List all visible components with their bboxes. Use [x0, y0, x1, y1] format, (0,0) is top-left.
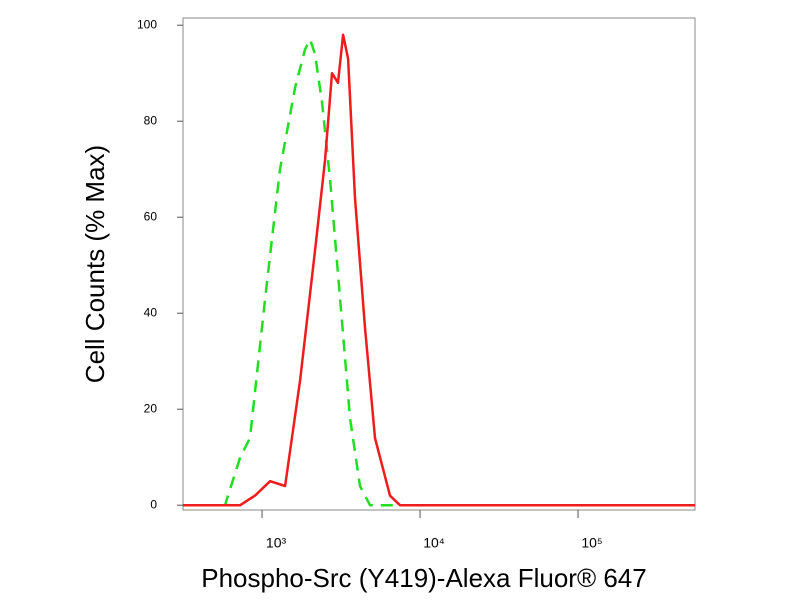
- y-tick-label: 100: [137, 17, 157, 31]
- series-line: [183, 33, 695, 507]
- x-tick-label: 10⁴: [423, 535, 445, 551]
- x-tick-label: 10³: [266, 535, 287, 551]
- y-tick-label: 60: [144, 209, 158, 223]
- y-tick-label: 0: [150, 497, 157, 511]
- plot-frame: [182, 17, 696, 511]
- x-axis-title: Phospho-Src (Y419)-Alexa Fluor® 647: [201, 563, 646, 593]
- x-tick-label: 10⁵: [581, 535, 602, 551]
- y-tick-label: 40: [144, 305, 158, 319]
- y-tick-label: 20: [144, 401, 158, 415]
- series-line: [183, 38, 695, 507]
- y-axis-title: Cell Counts (% Max): [80, 145, 110, 383]
- y-tick-label: 80: [144, 113, 158, 127]
